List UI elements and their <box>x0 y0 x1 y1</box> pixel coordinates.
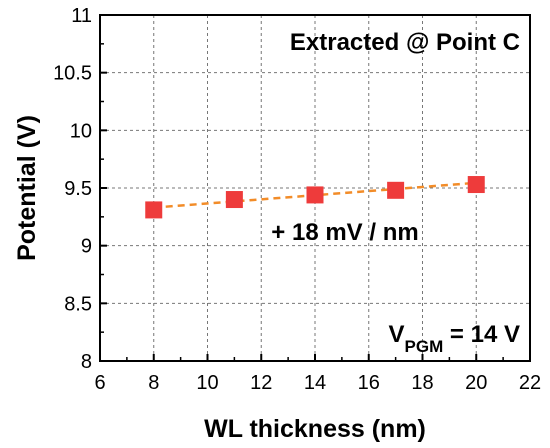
x-tick-label: 8 <box>148 372 159 394</box>
x-tick-label: 6 <box>94 372 105 394</box>
grid <box>100 15 530 361</box>
x-tick-label: 20 <box>465 372 487 394</box>
axis-ticks <box>99 14 531 362</box>
x-tick-label: 12 <box>250 372 272 394</box>
y-tick-label: 8 <box>81 351 92 373</box>
x-tick-labels: 6 8 10 12 14 16 18 20 22 <box>94 372 541 394</box>
x-tick-label: 16 <box>358 372 380 394</box>
data-point <box>306 186 324 204</box>
y-axis-title: Potential (V) <box>13 115 41 261</box>
y-tick-label: 8.5 <box>64 293 92 315</box>
y-tick-label: 10.5 <box>53 63 92 85</box>
x-tick-label: 22 <box>519 372 541 394</box>
x-axis-title: WL thickness (nm) <box>204 415 426 443</box>
y-tick-label: 10 <box>70 120 92 142</box>
y-tick-label: 9.5 <box>64 178 92 200</box>
annotation-vpgm: VPGM = 14 V <box>389 321 520 356</box>
vpgm-subscript: PGM <box>405 337 444 356</box>
x-tick-label: 14 <box>304 372 326 394</box>
annotation-slope: + 18 mV / nm <box>271 219 418 246</box>
x-tick-label: 10 <box>196 372 218 394</box>
vpgm-value: = 14 V <box>443 321 520 348</box>
data-point <box>467 176 485 194</box>
data-point <box>225 191 243 209</box>
y-tick-label: 9 <box>81 236 92 258</box>
vpgm-v: V <box>389 321 405 348</box>
y-tick-labels: 8 8.5 9 9.5 10 10.5 11 <box>53 5 92 373</box>
data-point <box>145 201 163 219</box>
annotation-extracted: Extracted @ Point C <box>290 29 520 56</box>
y-tick-label: 11 <box>71 5 92 27</box>
x-tick-label: 18 <box>411 372 433 394</box>
data-points <box>145 176 485 219</box>
data-point <box>387 181 405 199</box>
